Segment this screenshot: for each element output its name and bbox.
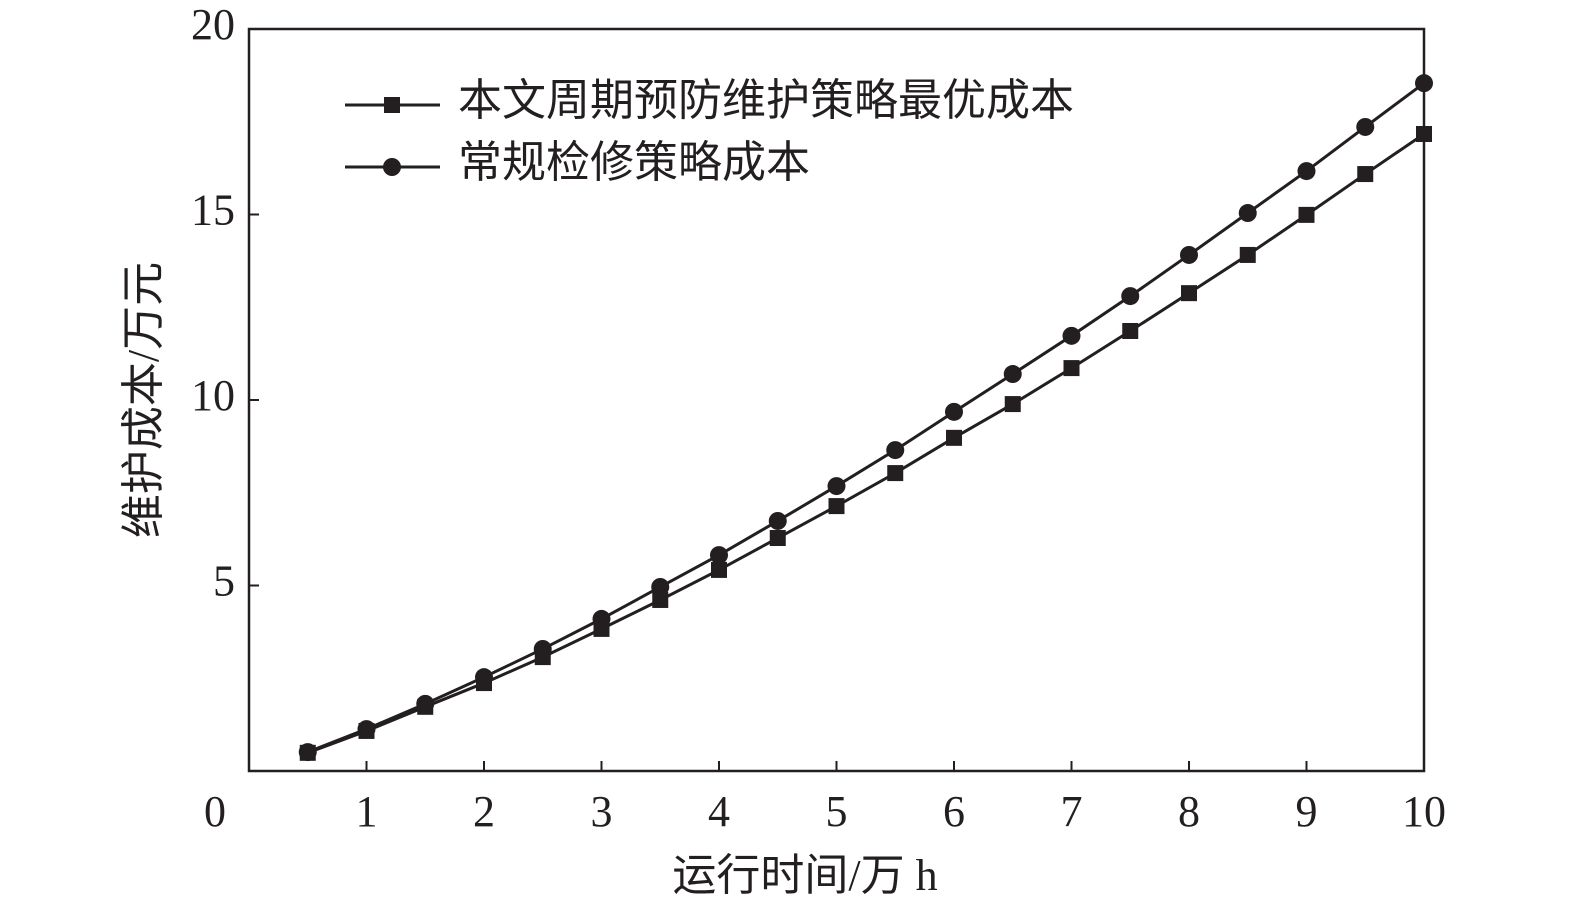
marker <box>1297 162 1316 181</box>
marker <box>887 465 904 482</box>
legend-marker <box>383 158 401 176</box>
x-tick-label: 10 <box>1402 787 1446 836</box>
x-tick-label: 8 <box>1178 787 1200 836</box>
series-line <box>307 132 1425 755</box>
x-tick-label: 5 <box>826 787 848 836</box>
marker <box>1298 206 1315 223</box>
marker <box>945 402 963 421</box>
marker <box>711 561 727 578</box>
x-tick-label: 9 <box>1296 787 1318 836</box>
marker <box>1181 285 1197 302</box>
marker <box>1416 125 1432 142</box>
marker <box>475 668 493 687</box>
marker <box>1357 166 1374 183</box>
marker <box>1356 117 1375 136</box>
x-tick-label: 4 <box>708 787 730 836</box>
marker <box>416 694 435 713</box>
marker <box>533 639 552 658</box>
x-tick-label: 6 <box>943 787 965 836</box>
legend-label: 常规检修策略成本 <box>458 138 810 187</box>
marker <box>886 441 905 460</box>
marker <box>769 530 786 547</box>
y-tick-label: 5 <box>213 557 235 606</box>
x-tick-label: 7 <box>1061 787 1083 836</box>
marker <box>1238 204 1257 223</box>
marker <box>1062 326 1081 345</box>
marker <box>1239 246 1256 263</box>
marker <box>1121 287 1140 306</box>
legend-marker <box>384 97 400 113</box>
marker <box>946 429 962 446</box>
x-tick-label: 1 <box>356 787 378 836</box>
marker <box>1180 245 1198 264</box>
x-tick-label: 3 <box>591 787 613 836</box>
x-axis-label: 运行时间/万 h <box>672 851 937 900</box>
marker <box>357 720 376 739</box>
plot-frame <box>247 27 1426 773</box>
marker <box>651 577 670 596</box>
x-tick-label: 0 <box>204 787 226 836</box>
y-tick-label: 15 <box>191 186 235 235</box>
marker <box>828 498 845 515</box>
marker <box>652 591 669 608</box>
marker <box>768 511 787 530</box>
y-axis-label: 维护成本/万元 <box>119 262 168 538</box>
marker <box>1415 74 1433 93</box>
marker <box>1003 365 1022 384</box>
marker <box>1063 360 1080 377</box>
legend-label: 本文周期预防维护策略最优成本 <box>458 76 1074 125</box>
x-tick-label: 2 <box>473 787 495 836</box>
marker <box>710 546 728 565</box>
marker <box>1122 322 1139 339</box>
y-tick-label: 10 <box>191 371 235 420</box>
marker <box>592 609 611 628</box>
marker <box>298 743 317 762</box>
y-tick-label: 20 <box>191 0 235 49</box>
series-line <box>307 81 1425 754</box>
marker <box>827 477 846 496</box>
marker <box>1004 396 1021 413</box>
